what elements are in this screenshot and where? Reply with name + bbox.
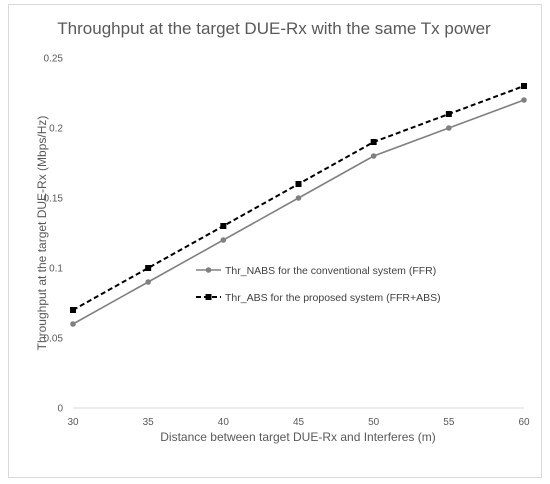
x-tick-label: 30 <box>67 417 79 428</box>
data-point-marker <box>521 97 527 103</box>
x-tick-label: 35 <box>143 417 155 428</box>
data-point-marker <box>295 181 302 187</box>
legend-marker <box>205 267 212 273</box>
data-point-marker <box>70 307 76 313</box>
y-tick-label: 0.25 <box>44 54 64 65</box>
data-point-marker <box>445 111 452 117</box>
x-tick-labels: 30 35 40 45 50 55 60 <box>67 417 530 428</box>
legend: Thr_NABS for the conventional system (FF… <box>196 265 441 304</box>
series-0 <box>70 97 527 327</box>
chart-frame <box>8 4 542 478</box>
y-tick-label: 0 <box>57 404 63 415</box>
data-point-marker <box>70 321 76 327</box>
legend-entry-label: Thr_NABS for the conventional system (FF… <box>225 265 436 277</box>
x-axis-title: Distance between target DUE-Rx and Inter… <box>160 430 435 444</box>
x-tick-label: 40 <box>218 417 230 428</box>
y-tick-label: 0.05 <box>44 334 64 345</box>
legend-entry-label: Thr_ABS for the proposed system (FFR+ABS… <box>225 292 441 304</box>
data-point-marker <box>370 153 377 159</box>
y-tick-label: 0.1 <box>49 264 63 275</box>
series-1 <box>70 83 527 313</box>
data-point-marker <box>446 125 452 131</box>
y-tick-label: 0.15 <box>44 194 64 205</box>
data-point-marker <box>220 223 227 229</box>
series-line <box>72 99 525 325</box>
legend-marker <box>205 294 212 300</box>
data-point-marker <box>295 195 302 201</box>
y-tick-label: 0.2 <box>49 124 63 135</box>
data-point-marker <box>145 279 151 285</box>
y-tick-labels: 0 0.05 0.1 0.15 0.2 0.25 <box>44 54 64 415</box>
data-point-marker <box>145 265 152 271</box>
x-tick-label: 45 <box>293 417 305 428</box>
data-point-marker <box>220 237 227 243</box>
y-axis-title: Throughput at the target DUE-Rx (Mbps/Hz… <box>35 116 49 351</box>
x-tick-label: 50 <box>368 417 380 428</box>
series-layer <box>70 83 527 327</box>
x-tick-label: 55 <box>443 417 455 428</box>
x-tick-label: 60 <box>518 417 530 428</box>
data-point-marker <box>521 83 527 89</box>
chart-title: Throughput at the target DUE-Rx with the… <box>57 19 491 38</box>
data-point-marker <box>370 139 377 145</box>
